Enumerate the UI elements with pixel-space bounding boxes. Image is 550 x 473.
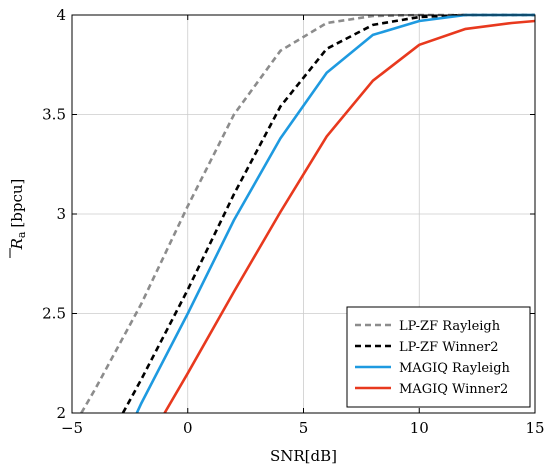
- legend: LP-ZF Rayleigh LP-ZF Winner2 MAGIQ Rayleig…: [346, 306, 531, 408]
- y-tick-label: 3.5: [42, 106, 66, 124]
- y-tick-label: 2.5: [42, 305, 66, 323]
- legend-label-4: MAGIQ Winner2: [399, 382, 508, 397]
- legend-label-2: LP-ZF Winner2: [399, 340, 498, 355]
- tick-layer: −5 0 5 10 15 2 2.5 3 3.5 4: [42, 6, 544, 437]
- x-tick-label: 0: [183, 419, 193, 437]
- y-tick-label: 3: [56, 205, 66, 223]
- legend-label-3: MAGIQ Rayleigh: [399, 361, 511, 376]
- x-tick-label: 15: [525, 419, 544, 437]
- y-axis-label-subscript: a: [15, 231, 28, 238]
- y-axis-label: Ra [bpcu]: [8, 179, 28, 251]
- y-axis-label-symbol: R: [8, 238, 26, 250]
- series-line-4: [163, 19, 535, 413]
- y-tick-label: 4: [56, 6, 66, 24]
- x-tick-label: 5: [299, 419, 309, 437]
- legend-label-1: LP-ZF Rayleigh: [399, 319, 501, 334]
- series-line-2: [121, 13, 535, 413]
- y-tick-label: 2: [56, 404, 66, 422]
- x-axis-label: SNR[dB]: [270, 447, 337, 465]
- legend-box: [346, 306, 531, 408]
- x-tick-label: 10: [410, 419, 429, 437]
- x-tick-label: −5: [61, 419, 83, 437]
- y-axis-label-unit: [bpcu]: [8, 179, 26, 228]
